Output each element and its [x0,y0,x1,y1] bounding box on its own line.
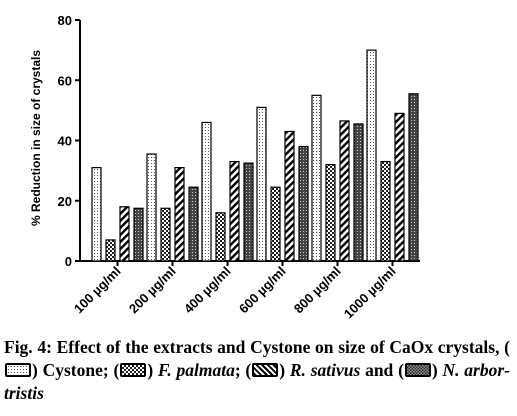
bar-r-sativus-6 [394,112,405,262]
caption-open-paren: ( [398,360,404,380]
caption-cystone-label: ) Cystone; ( [32,360,120,380]
bar-cystone-5 [311,94,322,262]
bar-r-sativus-3 [229,160,240,262]
f-palmata-swatch [120,363,147,377]
y-axis-title: % Reduction in size of crystals [29,50,43,226]
y-tick-label: 60 [58,73,72,88]
y-tick-label: 80 [58,13,72,28]
bar-chart: % Reduction in size of crystals 0 20 40 60 8… [29,13,420,321]
figure-caption: Fig. 4: Effect of the extracts and Cysto… [4,337,511,403]
bar-cystone-1 [91,167,102,262]
bar-n-arbor-tristis-4 [298,145,309,262]
bar-f-palmata-2 [160,207,171,262]
x-tick-label: 1000 µg/ml [341,264,399,322]
caption-prefix: Fig. 4: Effect of the extracts and Cysto… [4,337,510,357]
bar-r-sativus-5 [339,120,350,262]
cystone-swatch [5,363,31,377]
bar-r-sativus-2 [174,167,185,262]
chart-svg: % Reduction in size of crystals 0 20 40 60 8… [29,13,420,321]
bar-r-sativus-1 [119,206,130,262]
x-tick-label: 600 µg/ml [236,264,289,317]
plot-area: 0 20 40 60 80 100 µg/ml 200 µg/ml 400 µg/ml 600 … [58,13,420,321]
x-tick-label: 400 µg/ml [181,264,234,317]
y-tick-label: 20 [58,194,72,209]
y-tick-label: 0 [65,254,72,269]
caption-n-arbor-tristis-label: N. arbor-tristis [4,360,511,403]
bar-r-sativus-4 [284,130,295,262]
x-tick-label: 100 µg/ml [71,264,124,317]
bar-cystone-4 [256,106,267,262]
bar-n-arbor-tristis-6 [408,93,419,262]
r-sativus-swatch [252,363,279,377]
x-tick-label: 200 µg/ml [126,264,179,317]
bar-n-arbor-tristis-2 [188,186,199,262]
bar-cystone-2 [146,153,157,262]
bar-cystone-3 [201,121,212,262]
bar-n-arbor-tristis-5 [353,123,364,262]
n-arbor-tristis-swatch [404,363,431,377]
caption-r-sativus-label: R. sativus [289,360,361,380]
bar-f-palmata-3 [215,212,226,262]
bar-f-palmata-4 [270,186,281,262]
caption-and: and [360,360,394,380]
y-tick-label: 40 [58,134,72,149]
bar-f-palmata-6 [380,160,391,262]
bar-cystone-6 [366,49,377,262]
caption-sep: ; ( [234,360,252,380]
bar-f-palmata-5 [325,164,336,262]
bar-n-arbor-tristis-3 [243,162,254,262]
caption-f-palmata-label: F. palmata [157,360,235,380]
x-tick-label: 800 µg/ml [291,264,344,317]
bar-f-palmata-1 [105,239,116,262]
bar-n-arbor-tristis-1 [133,207,144,262]
